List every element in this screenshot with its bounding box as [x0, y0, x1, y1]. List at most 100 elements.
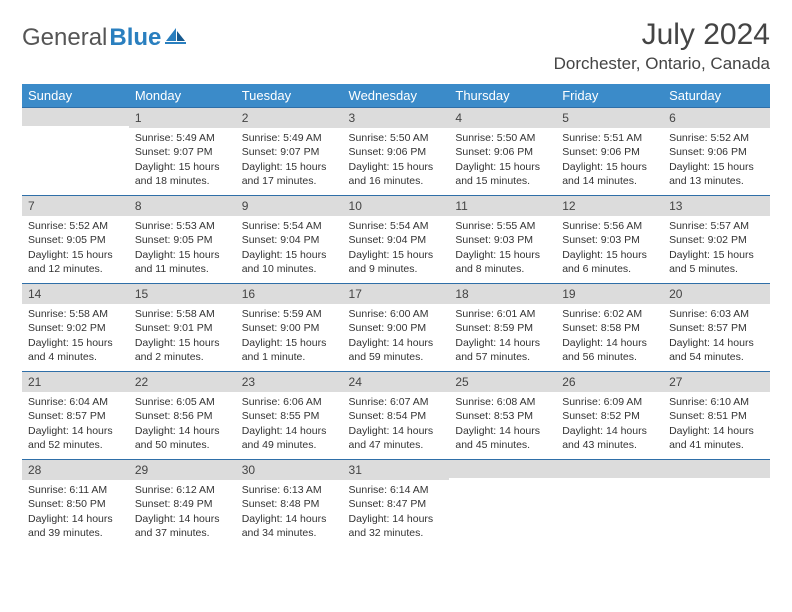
sunset-line: Sunset: 9:03 PM — [455, 233, 550, 247]
day-details: Sunrise: 5:52 AMSunset: 9:06 PMDaylight:… — [663, 128, 770, 194]
daylight-line: Daylight: 15 hours and 6 minutes. — [562, 248, 657, 276]
day-number: 13 — [663, 195, 770, 216]
calendar-cell — [556, 459, 663, 547]
sunrise-line: Sunrise: 5:50 AM — [349, 131, 444, 145]
sunrise-line: Sunrise: 5:52 AM — [669, 131, 764, 145]
daylight-line: Daylight: 15 hours and 8 minutes. — [455, 248, 550, 276]
calendar-cell: 9Sunrise: 5:54 AMSunset: 9:04 PMDaylight… — [236, 195, 343, 283]
title-block: July 2024 Dorchester, Ontario, Canada — [554, 18, 770, 74]
logo-sail-icon — [165, 27, 187, 50]
daylight-line: Daylight: 14 hours and 43 minutes. — [562, 424, 657, 452]
calendar-cell: 22Sunrise: 6:05 AMSunset: 8:56 PMDayligh… — [129, 371, 236, 459]
sunrise-line: Sunrise: 5:58 AM — [28, 307, 123, 321]
sunrise-line: Sunrise: 5:51 AM — [562, 131, 657, 145]
daylight-line: Daylight: 15 hours and 18 minutes. — [135, 160, 230, 188]
day-number: 27 — [663, 371, 770, 392]
calendar-cell: 1Sunrise: 5:49 AMSunset: 9:07 PMDaylight… — [129, 107, 236, 195]
calendar-cell: 30Sunrise: 6:13 AMSunset: 8:48 PMDayligh… — [236, 459, 343, 547]
sunrise-line: Sunrise: 5:57 AM — [669, 219, 764, 233]
weekday-heading: Thursday — [449, 84, 556, 107]
daylight-line: Daylight: 15 hours and 1 minute. — [242, 336, 337, 364]
day-details: Sunrise: 5:52 AMSunset: 9:05 PMDaylight:… — [22, 216, 129, 282]
sunrise-line: Sunrise: 6:13 AM — [242, 483, 337, 497]
day-details: Sunrise: 5:50 AMSunset: 9:06 PMDaylight:… — [449, 128, 556, 194]
calendar-row: 14Sunrise: 5:58 AMSunset: 9:02 PMDayligh… — [22, 283, 770, 371]
day-number: 5 — [556, 107, 663, 128]
weekday-heading: Saturday — [663, 84, 770, 107]
calendar-cell: 25Sunrise: 6:08 AMSunset: 8:53 PMDayligh… — [449, 371, 556, 459]
sunrise-line: Sunrise: 5:52 AM — [28, 219, 123, 233]
calendar-cell: 21Sunrise: 6:04 AMSunset: 8:57 PMDayligh… — [22, 371, 129, 459]
calendar-cell: 11Sunrise: 5:55 AMSunset: 9:03 PMDayligh… — [449, 195, 556, 283]
daylight-line: Daylight: 15 hours and 5 minutes. — [669, 248, 764, 276]
daylight-line: Daylight: 14 hours and 59 minutes. — [349, 336, 444, 364]
sunrise-line: Sunrise: 5:49 AM — [242, 131, 337, 145]
day-details: Sunrise: 6:09 AMSunset: 8:52 PMDaylight:… — [556, 392, 663, 458]
day-number: 25 — [449, 371, 556, 392]
day-number: 12 — [556, 195, 663, 216]
weekday-heading: Wednesday — [343, 84, 450, 107]
calendar-table: Sunday Monday Tuesday Wednesday Thursday… — [22, 84, 770, 547]
day-details: Sunrise: 6:00 AMSunset: 9:00 PMDaylight:… — [343, 304, 450, 370]
day-details: Sunrise: 5:51 AMSunset: 9:06 PMDaylight:… — [556, 128, 663, 194]
daylight-line: Daylight: 14 hours and 52 minutes. — [28, 424, 123, 452]
daylight-line: Daylight: 15 hours and 2 minutes. — [135, 336, 230, 364]
sunrise-line: Sunrise: 6:07 AM — [349, 395, 444, 409]
daylight-line: Daylight: 15 hours and 13 minutes. — [669, 160, 764, 188]
day-details: Sunrise: 5:53 AMSunset: 9:05 PMDaylight:… — [129, 216, 236, 282]
sunset-line: Sunset: 8:57 PM — [669, 321, 764, 335]
calendar-cell: 16Sunrise: 5:59 AMSunset: 9:00 PMDayligh… — [236, 283, 343, 371]
calendar-cell: 29Sunrise: 6:12 AMSunset: 8:49 PMDayligh… — [129, 459, 236, 547]
calendar-cell: 26Sunrise: 6:09 AMSunset: 8:52 PMDayligh… — [556, 371, 663, 459]
sunset-line: Sunset: 9:02 PM — [28, 321, 123, 335]
day-number: 31 — [343, 459, 450, 480]
weekday-heading: Tuesday — [236, 84, 343, 107]
sunset-line: Sunset: 9:06 PM — [349, 145, 444, 159]
calendar-cell: 20Sunrise: 6:03 AMSunset: 8:57 PMDayligh… — [663, 283, 770, 371]
sunset-line: Sunset: 8:48 PM — [242, 497, 337, 511]
sunset-line: Sunset: 8:51 PM — [669, 409, 764, 423]
day-details: Sunrise: 5:56 AMSunset: 9:03 PMDaylight:… — [556, 216, 663, 282]
calendar-cell — [663, 459, 770, 547]
calendar-weekday-header: Sunday Monday Tuesday Wednesday Thursday… — [22, 84, 770, 107]
day-details: Sunrise: 5:58 AMSunset: 9:01 PMDaylight:… — [129, 304, 236, 370]
daylight-line: Daylight: 14 hours and 49 minutes. — [242, 424, 337, 452]
calendar-cell: 17Sunrise: 6:00 AMSunset: 9:00 PMDayligh… — [343, 283, 450, 371]
day-number: 6 — [663, 107, 770, 128]
day-number: 18 — [449, 283, 556, 304]
daylight-line: Daylight: 14 hours and 54 minutes. — [669, 336, 764, 364]
sunrise-line: Sunrise: 6:11 AM — [28, 483, 123, 497]
calendar-cell — [22, 107, 129, 195]
calendar-cell: 12Sunrise: 5:56 AMSunset: 9:03 PMDayligh… — [556, 195, 663, 283]
weekday-heading: Sunday — [22, 84, 129, 107]
day-details: Sunrise: 5:55 AMSunset: 9:03 PMDaylight:… — [449, 216, 556, 282]
sunrise-line: Sunrise: 5:54 AM — [349, 219, 444, 233]
day-number: 9 — [236, 195, 343, 216]
sunset-line: Sunset: 8:58 PM — [562, 321, 657, 335]
sunrise-line: Sunrise: 6:05 AM — [135, 395, 230, 409]
sunset-line: Sunset: 9:05 PM — [28, 233, 123, 247]
day-details: Sunrise: 6:07 AMSunset: 8:54 PMDaylight:… — [343, 392, 450, 458]
day-details: Sunrise: 5:49 AMSunset: 9:07 PMDaylight:… — [129, 128, 236, 194]
day-details: Sunrise: 5:50 AMSunset: 9:06 PMDaylight:… — [343, 128, 450, 194]
day-details: Sunrise: 6:12 AMSunset: 8:49 PMDaylight:… — [129, 480, 236, 546]
sunrise-line: Sunrise: 6:00 AM — [349, 307, 444, 321]
day-number: 29 — [129, 459, 236, 480]
day-details: Sunrise: 5:58 AMSunset: 9:02 PMDaylight:… — [22, 304, 129, 370]
calendar-cell: 14Sunrise: 5:58 AMSunset: 9:02 PMDayligh… — [22, 283, 129, 371]
sunrise-line: Sunrise: 5:53 AM — [135, 219, 230, 233]
calendar-cell: 4Sunrise: 5:50 AMSunset: 9:06 PMDaylight… — [449, 107, 556, 195]
day-number: 2 — [236, 107, 343, 128]
sunset-line: Sunset: 8:52 PM — [562, 409, 657, 423]
day-details: Sunrise: 5:54 AMSunset: 9:04 PMDaylight:… — [236, 216, 343, 282]
calendar-cell: 27Sunrise: 6:10 AMSunset: 8:51 PMDayligh… — [663, 371, 770, 459]
daylight-line: Daylight: 15 hours and 9 minutes. — [349, 248, 444, 276]
sunset-line: Sunset: 9:07 PM — [135, 145, 230, 159]
day-number: 21 — [22, 371, 129, 392]
day-number: 11 — [449, 195, 556, 216]
sunrise-line: Sunrise: 6:04 AM — [28, 395, 123, 409]
daylight-line: Daylight: 14 hours and 32 minutes. — [349, 512, 444, 540]
calendar-cell: 10Sunrise: 5:54 AMSunset: 9:04 PMDayligh… — [343, 195, 450, 283]
sunrise-line: Sunrise: 6:12 AM — [135, 483, 230, 497]
sunrise-line: Sunrise: 5:58 AM — [135, 307, 230, 321]
